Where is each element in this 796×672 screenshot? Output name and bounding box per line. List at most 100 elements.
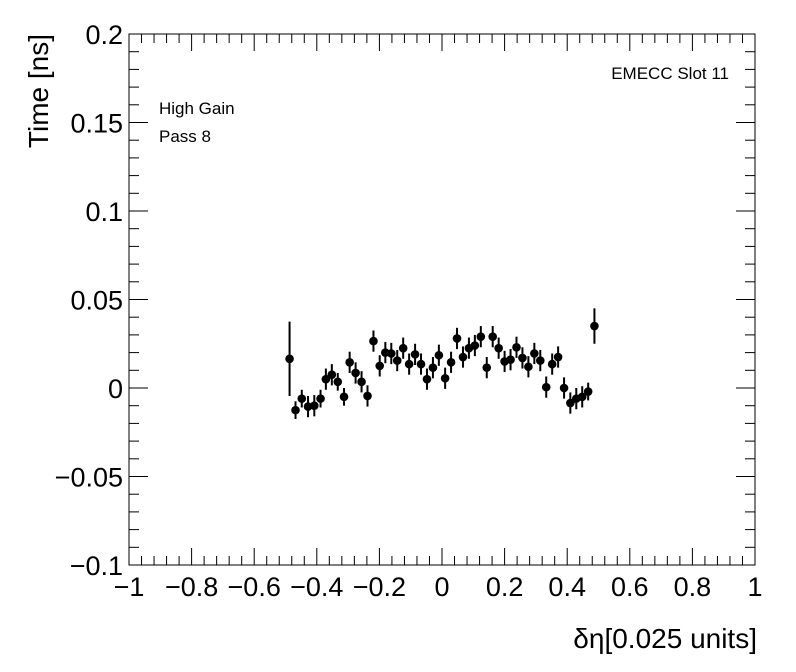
data-point bbox=[410, 343, 420, 365]
x-tick-labels: −1 −0.8 −0.6 −0.4 −0.2 0 0.2 0.4 0.6 0.8 1 bbox=[114, 572, 763, 602]
point-marker bbox=[482, 363, 492, 372]
y-tick-label: 0.05 bbox=[70, 286, 123, 316]
data-point bbox=[303, 395, 313, 418]
point-marker bbox=[351, 368, 360, 378]
data-point bbox=[494, 337, 503, 359]
point-marker bbox=[535, 356, 545, 365]
data-point bbox=[524, 356, 533, 378]
data-point bbox=[327, 364, 337, 386]
data-point bbox=[392, 349, 402, 372]
data-point bbox=[386, 342, 396, 365]
point-marker bbox=[452, 334, 462, 343]
point-marker bbox=[297, 394, 307, 403]
point-marker bbox=[327, 370, 337, 380]
x-tick-label: −0.4 bbox=[290, 572, 343, 602]
point-marker bbox=[291, 405, 300, 415]
annotation-gain: High Gain bbox=[159, 99, 235, 118]
x-tick-label: 0.2 bbox=[486, 572, 524, 602]
data-point bbox=[351, 362, 360, 384]
point-marker bbox=[410, 350, 420, 359]
data-point bbox=[440, 367, 450, 389]
point-marker bbox=[369, 336, 378, 346]
data-point bbox=[470, 334, 480, 357]
data-point bbox=[590, 308, 599, 344]
y-tick-label: 0.2 bbox=[85, 20, 123, 50]
point-marker bbox=[416, 359, 426, 369]
data-point bbox=[476, 326, 486, 348]
data-point bbox=[422, 368, 432, 390]
point-marker bbox=[392, 356, 402, 365]
point-marker bbox=[506, 355, 515, 364]
point-marker bbox=[434, 350, 444, 360]
x-tick-label: 0.4 bbox=[548, 572, 586, 602]
point-marker bbox=[386, 349, 396, 358]
point-marker bbox=[303, 402, 313, 411]
y-tick-labels: −0.1 −0.05 0 0.05 0.1 0.15 0.2 bbox=[55, 20, 123, 581]
x-tick-label: −0.6 bbox=[228, 572, 281, 602]
point-marker bbox=[512, 342, 521, 352]
point-marker bbox=[541, 382, 551, 392]
data-point bbox=[512, 336, 521, 358]
data-point bbox=[375, 355, 385, 377]
point-marker bbox=[583, 387, 593, 396]
point-marker bbox=[316, 394, 325, 403]
data-point bbox=[446, 351, 456, 373]
data-point bbox=[506, 349, 515, 371]
point-marker bbox=[440, 373, 450, 383]
point-marker bbox=[357, 377, 366, 387]
data-point bbox=[553, 346, 563, 368]
point-marker bbox=[494, 343, 503, 353]
data-point bbox=[285, 321, 294, 396]
data-points bbox=[285, 308, 599, 419]
data-point bbox=[458, 346, 468, 368]
data-point bbox=[541, 376, 551, 398]
data-point bbox=[482, 357, 492, 379]
annotation-pass: Pass 8 bbox=[159, 127, 211, 146]
point-marker bbox=[518, 353, 527, 363]
annotation-slot: EMECC Slot 11 bbox=[611, 64, 729, 83]
point-marker bbox=[476, 332, 486, 341]
x-tick-label: 0 bbox=[434, 572, 449, 602]
data-point bbox=[291, 401, 300, 419]
x-tick-label: 0.8 bbox=[674, 572, 712, 602]
data-point bbox=[583, 382, 593, 401]
point-marker bbox=[470, 341, 480, 350]
x-tick-label: −1 bbox=[114, 572, 145, 602]
y-tick-label: 0.15 bbox=[70, 109, 123, 139]
point-marker bbox=[339, 392, 349, 402]
y-axis-title: Time [ns] bbox=[23, 34, 54, 148]
data-point bbox=[518, 347, 527, 369]
point-marker bbox=[458, 352, 468, 362]
point-marker bbox=[375, 361, 385, 371]
data-point bbox=[345, 351, 354, 373]
point-marker bbox=[488, 332, 498, 341]
data-point bbox=[404, 353, 414, 375]
point-marker bbox=[446, 358, 456, 367]
data-point bbox=[416, 353, 426, 375]
point-marker bbox=[577, 392, 587, 402]
data-point bbox=[547, 353, 557, 375]
data-point bbox=[316, 389, 325, 408]
data-point bbox=[339, 388, 349, 406]
x-tick-label: 1 bbox=[747, 572, 762, 602]
x-axis-title: δη[0.025 units] bbox=[573, 623, 757, 654]
data-point bbox=[333, 372, 343, 391]
point-marker bbox=[363, 391, 372, 401]
data-point bbox=[535, 349, 545, 372]
axis-ticks bbox=[128, 33, 756, 566]
x-tick-label: −0.8 bbox=[165, 572, 218, 602]
point-marker bbox=[590, 321, 599, 331]
data-point bbox=[577, 386, 587, 408]
point-marker bbox=[398, 343, 408, 353]
y-tick-label: −0.05 bbox=[55, 463, 123, 493]
point-marker bbox=[559, 383, 569, 393]
y-tick-label: 0.1 bbox=[85, 197, 123, 227]
point-marker bbox=[333, 377, 343, 387]
data-point bbox=[428, 357, 438, 379]
point-marker bbox=[566, 398, 575, 408]
point-marker bbox=[285, 354, 294, 364]
point-marker bbox=[553, 352, 563, 362]
data-point bbox=[434, 344, 444, 366]
x-tick-label: −0.2 bbox=[353, 572, 406, 602]
